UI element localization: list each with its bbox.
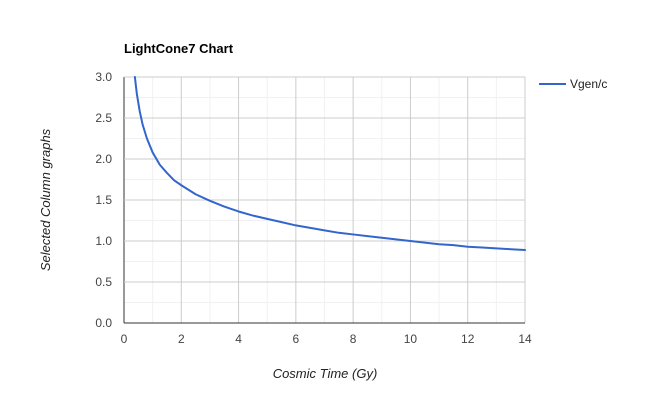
x-tick-label: 10 — [404, 332, 418, 346]
x-tick-label: 0 — [121, 332, 128, 346]
y-tick-label: 0.5 — [95, 275, 112, 289]
series-layer — [133, 76, 526, 252]
y-axis-tick-labels: 0.0 0.5 1.0 1.5 2.0 2.5 3.0 — [95, 70, 112, 330]
x-tick-label: 8 — [350, 332, 357, 346]
x-tick-label: 6 — [293, 332, 300, 346]
legend-label-vgen-c: Vgen/c — [570, 77, 607, 91]
x-axis-title: Cosmic Time (Gy) — [273, 366, 378, 381]
y-tick-label: 3.0 — [95, 70, 112, 84]
x-axis-tick-labels: 0 2 4 6 8 10 12 14 — [121, 332, 532, 346]
chart-title: LightCone7 Chart — [124, 41, 234, 56]
x-tick-label: 2 — [178, 332, 185, 346]
y-tick-label: 1.5 — [95, 193, 112, 207]
legend[interactable]: Vgen/c — [539, 77, 607, 91]
series-line-vgen-c[interactable] — [133, 76, 526, 252]
x-tick-label: 14 — [518, 332, 532, 346]
major-gridlines — [123, 76, 526, 324]
y-tick-label: 2.0 — [95, 152, 112, 166]
y-tick-label: 2.5 — [95, 111, 112, 125]
y-tick-label: 0.0 — [95, 316, 112, 330]
x-tick-label: 4 — [235, 332, 242, 346]
y-tick-label: 1.0 — [95, 234, 112, 248]
x-tick-label: 12 — [461, 332, 475, 346]
y-axis-title: Selected Column graphs — [38, 128, 53, 271]
